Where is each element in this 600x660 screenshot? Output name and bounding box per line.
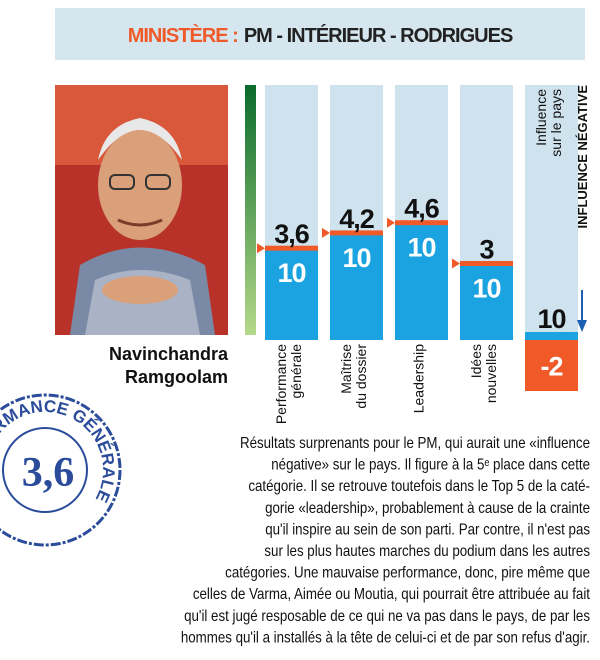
category-label: Idéesnouvelles [468, 344, 499, 403]
paragraph-line: celles de Varma, Aimée ou Moutia, qui po… [193, 586, 590, 603]
stamp-ring [0, 393, 122, 547]
stamp-ring [2, 427, 88, 513]
scale-label: 10 [342, 243, 370, 273]
annotation-arrowhead [577, 320, 587, 332]
paragraph-line: hommes qu'il a installés à la tête de ce… [181, 630, 590, 647]
paragraph-line: sur les plus hautes marches du podium da… [264, 543, 590, 560]
bar [525, 340, 578, 391]
value-label: -2 [540, 352, 562, 382]
person-name: Navinchandra [109, 344, 229, 364]
scale-label: 10 [407, 233, 435, 263]
category-label: Leadership [411, 344, 427, 413]
category-label: Performancegénérale [273, 344, 304, 424]
scale-label: 10 [472, 274, 500, 304]
marker [395, 220, 448, 226]
paragraph-line: qu'il est jugé resposable de ce qui ne v… [184, 608, 590, 625]
header: MINISTÈRE : PM - INTÉRIEUR - RODRIGUES [128, 24, 513, 47]
bar [265, 248, 318, 340]
value-label: 3,6 [274, 219, 310, 249]
scale-label: 10 [537, 304, 565, 334]
marker-arrow [387, 217, 395, 228]
bar [460, 263, 513, 340]
photo [55, 85, 228, 335]
paragraph-line: Résultats surprenants pour le PM, qui au… [240, 435, 590, 452]
value-label: 4,6 [404, 194, 440, 224]
marker-arrow [257, 243, 265, 254]
marker [460, 261, 513, 266]
value-label: 3 [479, 235, 494, 265]
paragraph-line: catégories. Une mauvaise performance, do… [225, 565, 590, 582]
category-label: Maîtrisedu dossier [338, 344, 369, 409]
paragraph: Résultats surprenants pour le PM, qui au… [181, 435, 590, 647]
header-label: MINISTÈRE : [128, 24, 238, 47]
paragraph-line: qu'il inspire au sein de son parti. Par … [265, 522, 590, 539]
marker-arrow [452, 258, 460, 269]
stamp-score: 3,6 [22, 450, 75, 496]
category-label: Influencesur le pays [533, 89, 564, 157]
paragraph-line: catégorie. Il se retrouve toutefois dans… [248, 478, 590, 495]
marker-arrow [322, 227, 330, 238]
column [525, 85, 578, 340]
scale-gradient [245, 85, 256, 335]
paragraph-line: négative» sur le pays. Il figure à la 5ᵉ… [271, 457, 590, 474]
paragraph-line: gorie «leadership», probablement à cause… [265, 500, 590, 517]
person-name: Ramgoolam [125, 367, 228, 387]
column-tip [525, 332, 578, 340]
bar [330, 232, 383, 340]
bar [395, 222, 448, 340]
annotation: INFLUENCE NÉGATIVE [575, 85, 590, 229]
scale-label: 10 [277, 258, 305, 288]
header-box [55, 8, 585, 60]
marker [265, 245, 318, 251]
header-text: PM - INTÉRIEUR - RODRIGUES [244, 24, 513, 47]
marker [330, 230, 383, 236]
value-label: 4,2 [339, 204, 374, 234]
